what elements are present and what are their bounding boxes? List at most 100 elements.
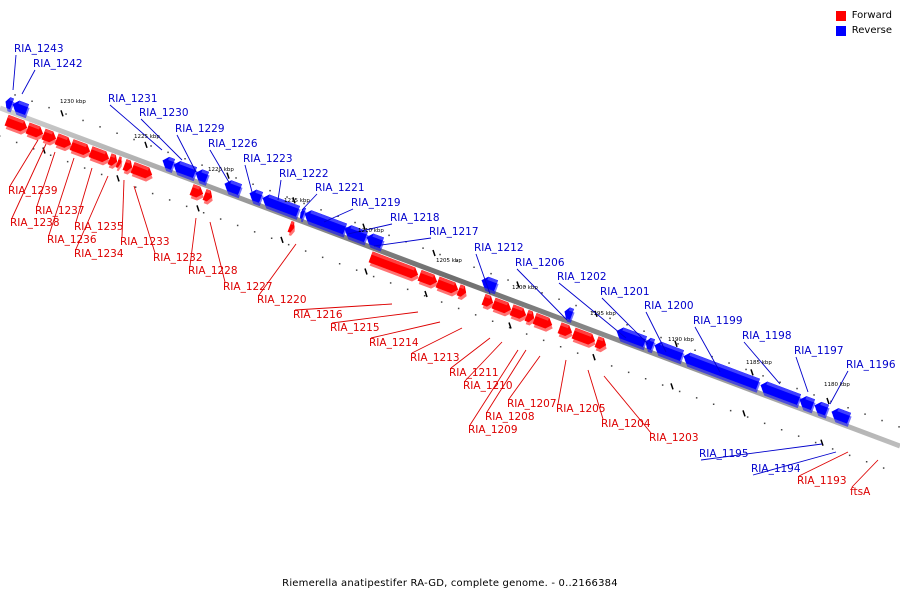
gene-label-ria-1228[interactable]: RIA_1228 <box>188 265 238 277</box>
gene-feature-ria-1219[interactable] <box>302 209 349 238</box>
leader-line <box>700 443 823 461</box>
gene-feature-ria-1243[interactable] <box>3 96 16 113</box>
gene-feature-ria-1207[interactable] <box>491 297 515 318</box>
gene-feature-ftsa[interactable] <box>594 336 610 354</box>
scale-label: 1190 kbp <box>668 337 694 343</box>
tick-dot <box>508 326 511 329</box>
tick-dot <box>202 212 205 214</box>
gene-feature-ria-1236[interactable] <box>69 139 94 160</box>
gene-feature-ria-1206[interactable] <box>562 306 576 323</box>
gene-label-ria-1239[interactable]: RIA_1239 <box>8 185 58 197</box>
gene-label-ria-1208[interactable]: RIA_1208 <box>485 411 535 423</box>
gene-label-ria-1242[interactable]: RIA_1242 <box>33 58 83 70</box>
gene-feature-ria-1238[interactable] <box>41 128 60 147</box>
gene-label-ria-1203[interactable]: RIA_1203 <box>649 432 699 444</box>
gene-feature-ria-1215[interactable] <box>287 220 298 236</box>
gene-label-ria-1220[interactable]: RIA_1220 <box>257 294 307 306</box>
gene-label-ria-1227[interactable]: RIA_1227 <box>223 281 273 293</box>
gene-label-ftsa[interactable]: ftsA <box>850 486 871 498</box>
gene-feature-ria-1198[interactable] <box>758 380 803 409</box>
gene-feature-ria-1209[interactable] <box>509 304 530 324</box>
gene-feature-ria-1222[interactable] <box>260 193 302 220</box>
gene-feature-ria-1227[interactable] <box>130 162 156 183</box>
gene-label-ria-1235[interactable]: RIA_1235 <box>74 221 124 233</box>
gene-label-ria-1195[interactable]: RIA_1195 <box>699 448 749 460</box>
gene-label-ria-1234[interactable]: RIA_1234 <box>74 248 124 260</box>
gene-label-ria-1230[interactable]: RIA_1230 <box>139 107 189 119</box>
gene-feature-ria-1208[interactable] <box>481 293 497 311</box>
gene-label-ria-1193[interactable]: RIA_1193 <box>797 475 847 487</box>
gene-label-ria-1194[interactable]: RIA_1194 <box>751 463 801 475</box>
gene-label-ria-1238[interactable]: RIA_1238 <box>10 217 60 229</box>
gene-feature-ria-1229[interactable] <box>193 168 211 186</box>
gene-label-ria-1215[interactable]: RIA_1215 <box>330 322 380 334</box>
gene-label-ria-1219[interactable]: RIA_1219 <box>351 197 401 209</box>
gene-feature-ria-1195[interactable] <box>829 407 853 427</box>
gene-label-ria-1221[interactable]: RIA_1221 <box>315 182 365 194</box>
gene-label-ria-1204[interactable]: RIA_1204 <box>601 418 651 430</box>
gene-feature-ria-1237[interactable] <box>25 122 47 142</box>
gene-label-ria-1217[interactable]: RIA_1217 <box>429 226 479 238</box>
gene-label-ria-1237[interactable]: RIA_1237 <box>35 205 85 217</box>
gene-label-ria-1226[interactable]: RIA_1226 <box>208 138 258 150</box>
gene-label-ria-1197[interactable]: RIA_1197 <box>794 345 844 357</box>
gene-feature-ria-1233[interactable] <box>107 153 121 170</box>
gene-label-ria-1231[interactable]: RIA_1231 <box>108 93 158 105</box>
gene-label-ria-1199[interactable]: RIA_1199 <box>693 315 743 327</box>
gene-label-ria-1211[interactable]: RIA_1211 <box>449 367 499 379</box>
gene-feature-ria-1228[interactable] <box>122 159 136 175</box>
gene-label-ria-1232[interactable]: RIA_1232 <box>153 252 203 264</box>
gene-feature-ria-1213[interactable] <box>417 269 441 290</box>
gene-feature-ria-1231[interactable] <box>160 155 177 174</box>
gene-label-ria-1214[interactable]: RIA_1214 <box>369 337 419 349</box>
gene-feature-ria-1203[interactable] <box>557 322 576 341</box>
gene-feature-ria-1234[interactable] <box>88 146 113 168</box>
gene-label-ria-1202[interactable]: RIA_1202 <box>557 271 607 283</box>
gene-label-ria-1213[interactable]: RIA_1213 <box>410 352 460 364</box>
gene-label-ria-1243[interactable]: RIA_1243 <box>14 43 64 55</box>
gene-label-ria-1198[interactable]: RIA_1198 <box>742 330 792 342</box>
gene-feature-ria-1201[interactable] <box>643 337 657 354</box>
gene-label-ria-1222[interactable]: RIA_1222 <box>279 168 329 180</box>
gene-label-ria-1216[interactable]: RIA_1216 <box>293 309 343 321</box>
gene-feature-ria-1223[interactable] <box>247 188 265 207</box>
gene-label-ria-1212[interactable]: RIA_1212 <box>474 242 524 254</box>
gene-label-ria-1200[interactable]: RIA_1200 <box>644 300 694 312</box>
gene-feature-ria-1196[interactable] <box>812 400 831 419</box>
gene-feature-ria-1199[interactable] <box>681 351 762 393</box>
leader-line <box>258 243 297 296</box>
gene-label-ria-1201[interactable]: RIA_1201 <box>600 286 650 298</box>
gene-feature-ria-1214[interactable] <box>368 251 422 283</box>
gene-feature-ria-1211[interactable] <box>435 276 462 298</box>
gene-label-ria-1229[interactable]: RIA_1229 <box>175 123 225 135</box>
gene-label-ria-1196[interactable]: RIA_1196 <box>846 359 896 371</box>
gene-feature-ria-1204[interactable] <box>532 312 556 333</box>
gene-label-ria-1223[interactable]: RIA_1223 <box>243 153 293 165</box>
gene-feature-ria-1232[interactable] <box>115 156 125 172</box>
gene-label-ria-1206[interactable]: RIA_1206 <box>515 257 565 269</box>
gene-feature-ria-1216[interactable] <box>202 189 216 205</box>
gene-feature-ria-1230[interactable] <box>171 160 199 182</box>
gene-feature-ria-1226[interactable] <box>222 179 244 199</box>
gene-feature-ria-1239[interactable] <box>4 114 31 136</box>
gene-feature-ria-1242[interactable] <box>10 99 31 119</box>
gene-label-ria-1210[interactable]: RIA_1210 <box>463 380 513 392</box>
leader-line <box>75 175 109 250</box>
gene-label-ria-1218[interactable]: RIA_1218 <box>390 212 440 224</box>
gene-label-ria-1236[interactable]: RIA_1236 <box>47 234 97 246</box>
gene-feature-ria-1210[interactable] <box>456 284 470 301</box>
gene-feature-ria-1197[interactable] <box>797 395 817 414</box>
gene-feature-ria-1193[interactable] <box>571 327 599 350</box>
gene-label-ria-1205[interactable]: RIA_1205 <box>556 403 606 415</box>
gene-label-ria-1233[interactable]: RIA_1233 <box>120 236 170 248</box>
gene-label-ria-1207[interactable]: RIA_1207 <box>507 398 557 410</box>
gene-feature-ria-1235[interactable] <box>54 133 75 153</box>
gene-feature-ria-1200[interactable] <box>652 340 686 365</box>
leader-line <box>645 311 667 353</box>
tick-dot <box>473 266 475 268</box>
tick-dot <box>711 355 713 358</box>
gene-feature-ria-1217[interactable] <box>364 232 386 252</box>
gene-label-ria-1209[interactable]: RIA_1209 <box>468 424 518 436</box>
gene-feature-ria-1205[interactable] <box>524 309 538 326</box>
gene-feature-ria-1220[interactable] <box>189 184 207 202</box>
